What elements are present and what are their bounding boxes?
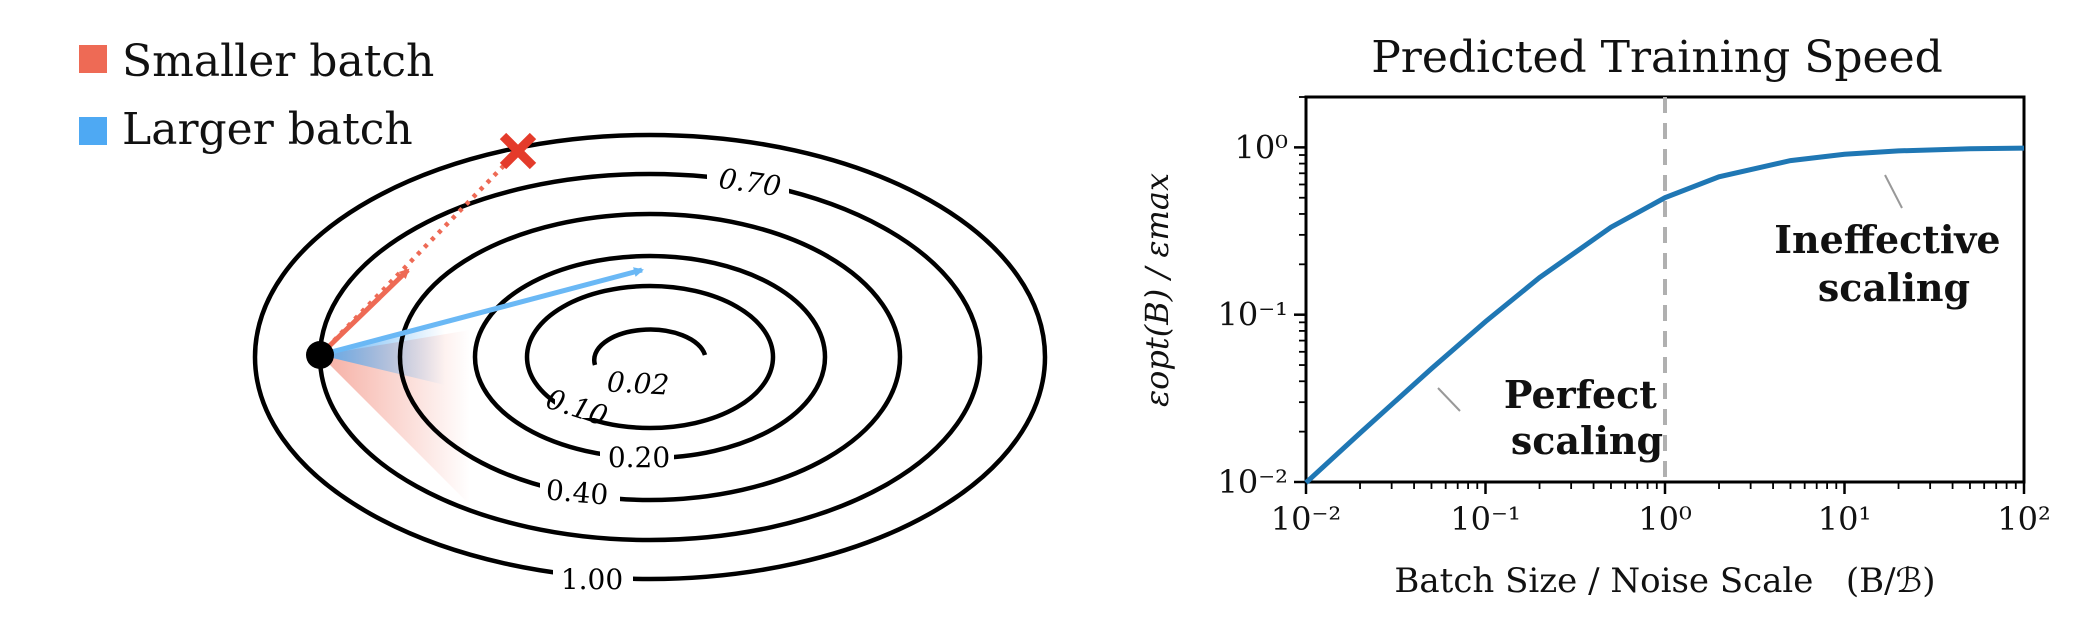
legend-label-larger: Larger batch <box>122 104 413 155</box>
x-tick-label: 10⁰ <box>1638 500 1692 538</box>
y-axis-label: εopt(B) / εmax <box>1138 173 1176 407</box>
contour-diagram: Smaller batch Larger batch 0.70 0.10 0.0… <box>79 36 1048 598</box>
speed-chart: Predicted Training Speed 10⁻² 10⁻¹ 10⁰ 10¹ 1… <box>1138 32 2051 601</box>
contour-0.02 <box>592 327 708 366</box>
start-point <box>306 341 334 369</box>
contour-0.40 <box>397 211 903 503</box>
x-tick-label: 10² <box>1997 500 2051 538</box>
larger-batch-arrow <box>319 267 644 358</box>
smaller-batch-dotted-path <box>318 150 519 357</box>
annotation-perfect-line2: scaling <box>1511 418 1663 463</box>
x-axis-label: Batch Size / Noise Scale (B/ℬ) <box>1394 561 1935 601</box>
series-line <box>1304 145 2025 485</box>
contour-0.10 <box>524 283 776 431</box>
x-marker-icon <box>499 132 537 170</box>
legend-label-smaller: Smaller batch <box>122 36 434 87</box>
x-tick-label: 10¹ <box>1818 500 1872 538</box>
annotation-perfect-line1: Perfect <box>1504 372 1657 417</box>
annotation-ineffective-line1: Ineffective <box>1774 217 2000 262</box>
perfect-leader <box>1437 387 1461 412</box>
contour-label-group: 0.70 0.10 0.02 0.20 0.40 1.00 <box>540 158 789 598</box>
annotation-ineffective-line2: scaling <box>1818 265 1970 310</box>
legend-swatch-larger <box>79 117 107 145</box>
legend: Smaller batch Larger batch <box>79 36 434 155</box>
legend-swatch-smaller <box>79 45 107 73</box>
y-tick-label: 10⁰ <box>1234 128 1288 166</box>
y-tick-label: 10⁻² <box>1218 463 1288 501</box>
annotation-ineffective: Ineffective scaling <box>1774 217 2014 310</box>
x-tick-label: 10⁻² <box>1271 500 1341 538</box>
y-ticks: 10⁻² 10⁻¹ 10⁰ <box>1218 96 1306 501</box>
annotation-perfect: Perfect scaling <box>1504 372 1670 463</box>
smaller-batch-arrow <box>318 268 410 357</box>
contour-label-1.00: 1.00 <box>561 563 623 596</box>
contour-label-0.20: 0.20 <box>608 441 670 474</box>
ineffective-leader <box>1884 174 1903 209</box>
x-ticks: 10⁻² 10⁻¹ 10⁰ 10¹ 10² <box>1271 482 2051 538</box>
y-tick-label: 10⁻¹ <box>1218 296 1288 334</box>
contour-label-0.40: 0.40 <box>545 473 610 511</box>
plot-area: 10⁻² 10⁻¹ 10⁰ 10¹ 10² 10⁻² 10⁻¹ 10⁰ Perfect sc… <box>1218 95 2051 538</box>
contour-label-0.02: 0.02 <box>606 365 670 401</box>
contour-1.00 <box>252 132 1048 582</box>
blue-gradient-fan <box>320 325 445 385</box>
chart-title: Predicted Training Speed <box>1371 32 1943 83</box>
x-tick-label: 10⁻¹ <box>1450 500 1520 538</box>
